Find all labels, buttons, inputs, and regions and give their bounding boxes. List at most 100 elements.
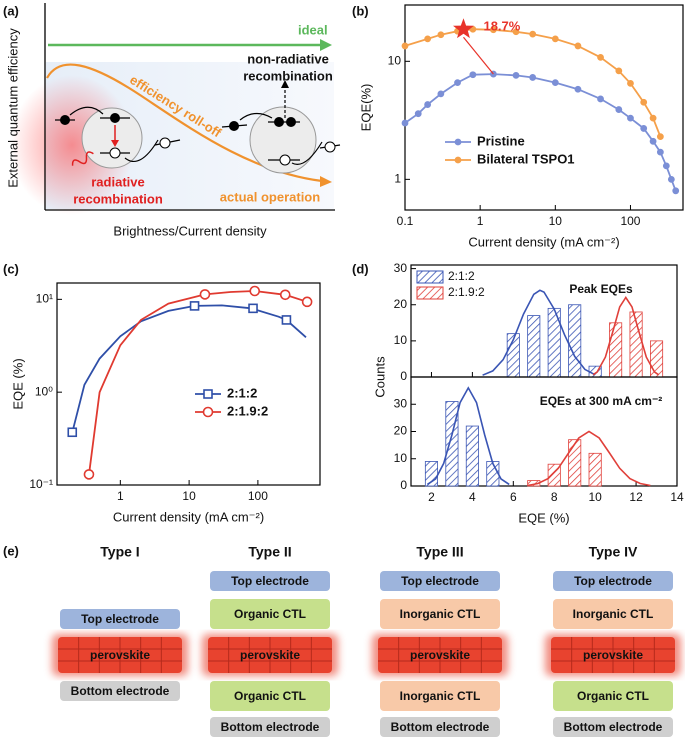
radiative-label: recombination <box>73 191 163 206</box>
layer-label: perovskite <box>410 648 470 662</box>
y-tick-label: 30 <box>394 261 408 275</box>
layer <box>553 717 673 737</box>
bar <box>568 439 582 487</box>
y-tick-label: 10 <box>394 451 408 465</box>
y-tick-label: 10⁰ <box>35 384 53 398</box>
layer <box>380 571 500 591</box>
marker <box>279 289 291 301</box>
y-tick-label: 10 <box>388 53 402 67</box>
y-tick-label: 0 <box>400 369 407 383</box>
marker <box>199 289 211 300</box>
series-line <box>404 28 662 138</box>
layer-label: Bottom electrode <box>564 720 663 734</box>
fit-curve <box>426 386 510 486</box>
y-tick-label: 1 <box>394 172 401 186</box>
legend-marker <box>454 156 462 164</box>
type-name: Type I <box>100 544 139 560</box>
layer-label: perovskite <box>90 648 150 662</box>
carriers <box>60 113 336 166</box>
panel-label: (e) <box>3 543 19 558</box>
layer-label: Top electrode <box>401 574 479 588</box>
y-axis-label: EQE (%) <box>10 358 25 409</box>
legend-marker <box>203 389 213 399</box>
layer-label: Bottom electrode <box>221 720 320 734</box>
marker <box>574 42 582 50</box>
marker <box>672 187 680 195</box>
y-tick-label: 10 <box>394 333 408 347</box>
marker <box>401 42 409 50</box>
fit-curve <box>527 430 651 487</box>
layer-label: Organic CTL <box>234 607 306 621</box>
panel-label: (d) <box>352 261 369 276</box>
marker <box>401 119 409 127</box>
layer-label: Organic CTL <box>577 689 649 703</box>
plot-frame <box>404 4 684 211</box>
marker <box>627 80 634 87</box>
y-tick-label: 30 <box>394 396 408 410</box>
marker <box>281 315 292 325</box>
non-radiative-label: recombination <box>243 68 333 83</box>
y-tick-label: 10⁻¹ <box>29 477 53 491</box>
y-axis-label: EQE(%) <box>358 84 373 132</box>
layer <box>553 681 673 711</box>
x-tick-label: 1 <box>117 489 124 503</box>
layer <box>380 599 500 629</box>
y-axis-label: Counts <box>372 356 387 398</box>
x-tick-label: 100 <box>248 489 268 503</box>
bar <box>568 304 582 378</box>
marker <box>649 137 657 145</box>
bar <box>588 452 602 487</box>
layer-label: Top electrode <box>574 574 652 588</box>
x-tick-label: 14 <box>670 490 684 504</box>
panel-label: (c) <box>3 261 19 276</box>
bar <box>609 322 623 378</box>
legend-marker <box>202 406 214 418</box>
layer-label: Organic CTL <box>234 689 306 703</box>
layer <box>210 717 330 737</box>
layer <box>60 681 180 701</box>
legend-label: 2:1:2 <box>448 269 475 283</box>
x-tick-label: 12 <box>629 490 643 504</box>
marker <box>615 67 623 75</box>
legend-label: Pristine <box>477 133 525 148</box>
marker <box>656 133 664 141</box>
layer <box>210 681 330 711</box>
plot-frame <box>56 282 321 486</box>
marker <box>656 148 664 156</box>
x-tick-label: 6 <box>510 490 517 504</box>
x-axis-label: EQE (%) <box>518 510 569 525</box>
marker <box>529 30 537 38</box>
annotation-arrow <box>463 36 494 75</box>
marker <box>512 71 520 79</box>
x-tick-label: 100 <box>620 214 640 228</box>
x-tick-label: 10 <box>182 489 196 503</box>
legend-swatch <box>416 286 444 300</box>
arrow-head <box>320 39 332 51</box>
layer <box>553 571 673 591</box>
panel-label: (b) <box>352 3 369 18</box>
layer-label: Inorganic CTL <box>573 607 654 621</box>
x-tick-label: 10 <box>549 214 563 228</box>
layer-label: Bottom electrode <box>391 720 490 734</box>
layer-label: perovskite <box>583 648 643 662</box>
subplot-title: Peak EQEs <box>569 282 633 296</box>
y-axis-label: External quantum efficiency <box>5 28 20 188</box>
radiative-label: radiative <box>91 174 144 189</box>
panel-label: (a) <box>3 3 19 18</box>
layer-label: Inorganic CTL <box>400 689 481 703</box>
layer-label: Top electrode <box>81 612 159 626</box>
marker <box>248 303 258 314</box>
layer <box>210 571 330 591</box>
marker <box>437 90 445 98</box>
y-tick-label: 0 <box>400 478 407 492</box>
layer <box>553 599 673 629</box>
photon <box>71 151 94 166</box>
legend-label: 2:1.9:2 <box>227 403 268 418</box>
bar <box>650 340 664 378</box>
marker <box>649 114 657 122</box>
x-tick-label: 1 <box>477 214 484 228</box>
marker <box>662 162 670 170</box>
layer-label: Bottom electrode <box>71 684 170 698</box>
peak-label: 18.7% <box>483 19 520 34</box>
marker <box>437 31 445 39</box>
